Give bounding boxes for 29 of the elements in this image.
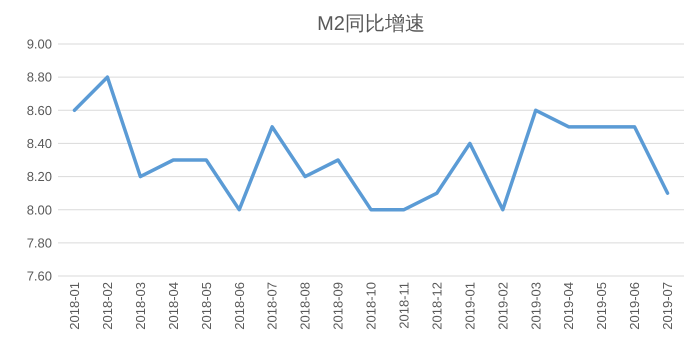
x-tick-label: 2018-02 bbox=[100, 282, 115, 330]
x-tick-label: 2019-05 bbox=[594, 282, 610, 330]
x-tick-label: 2018-04 bbox=[166, 282, 181, 330]
x-tick-label: 2019-03 bbox=[528, 282, 544, 330]
chart-title: M2同比增速 bbox=[317, 13, 425, 35]
x-tick-label: 2018-11 bbox=[396, 282, 412, 329]
x-tick-label: 2019-01 bbox=[462, 282, 478, 330]
y-tick-label: 7.60 bbox=[26, 268, 52, 284]
x-tick-label: 2018-09 bbox=[330, 282, 346, 330]
x-tick-label: 2018-03 bbox=[132, 282, 148, 330]
x-tick-label: 2018-01 bbox=[67, 282, 82, 330]
x-tick-label: 2018-06 bbox=[232, 282, 247, 330]
y-tick-label: 8.20 bbox=[26, 169, 52, 184]
x-tick-label: 2018-05 bbox=[198, 282, 214, 330]
x-tick-label: 2018-08 bbox=[298, 282, 313, 330]
y-tick-label: 8.00 bbox=[26, 202, 52, 218]
x-tick-label: 2019-06 bbox=[627, 282, 642, 330]
x-tick-label: 2018-10 bbox=[364, 282, 379, 330]
x-tick-label: 2018-07 bbox=[264, 282, 280, 330]
y-tick-label: 8.40 bbox=[26, 136, 52, 151]
x-tick-label: 2018-12 bbox=[429, 282, 444, 330]
line-series bbox=[72, 75, 670, 212]
y-tick-label: 8.80 bbox=[26, 70, 52, 85]
y-tick-label: 9.00 bbox=[26, 36, 52, 52]
x-tick-label: 2019-07 bbox=[660, 282, 676, 330]
x-tick-label: 2019-02 bbox=[495, 282, 510, 330]
y-tick-label: 7.80 bbox=[26, 235, 52, 250]
x-tick-label: 2019-04 bbox=[561, 282, 576, 330]
y-tick-label: 8.60 bbox=[26, 102, 52, 118]
